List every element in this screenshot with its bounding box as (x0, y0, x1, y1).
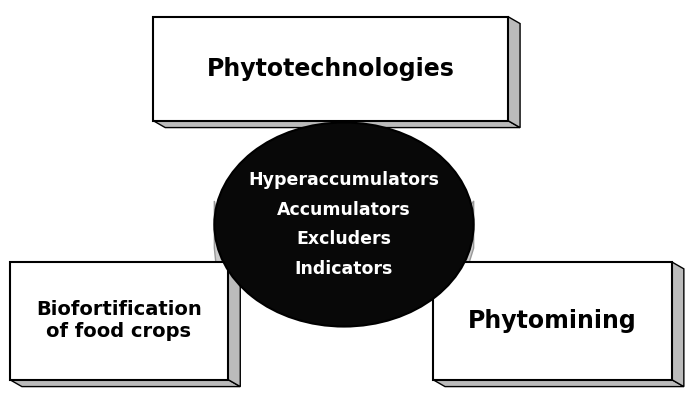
Text: Indicators: Indicators (295, 259, 393, 278)
Polygon shape (153, 121, 508, 123)
Polygon shape (10, 380, 240, 386)
Bar (10, 262, 228, 380)
Text: Accumulators: Accumulators (277, 201, 411, 219)
Polygon shape (228, 262, 240, 386)
Bar (153, 16, 508, 121)
Polygon shape (433, 380, 684, 386)
Polygon shape (671, 262, 684, 386)
Text: Excluders: Excluders (297, 230, 391, 248)
Polygon shape (153, 121, 520, 128)
Text: Hyperaccumulators: Hyperaccumulators (248, 172, 440, 189)
Ellipse shape (215, 123, 473, 326)
Text: Biofortification
of food crops: Biofortification of food crops (36, 300, 202, 341)
Polygon shape (433, 201, 473, 380)
Polygon shape (508, 16, 520, 128)
Polygon shape (215, 201, 228, 380)
Text: Phytomining: Phytomining (468, 309, 636, 333)
Text: Phytotechnologies: Phytotechnologies (206, 57, 454, 80)
Bar (433, 262, 671, 380)
